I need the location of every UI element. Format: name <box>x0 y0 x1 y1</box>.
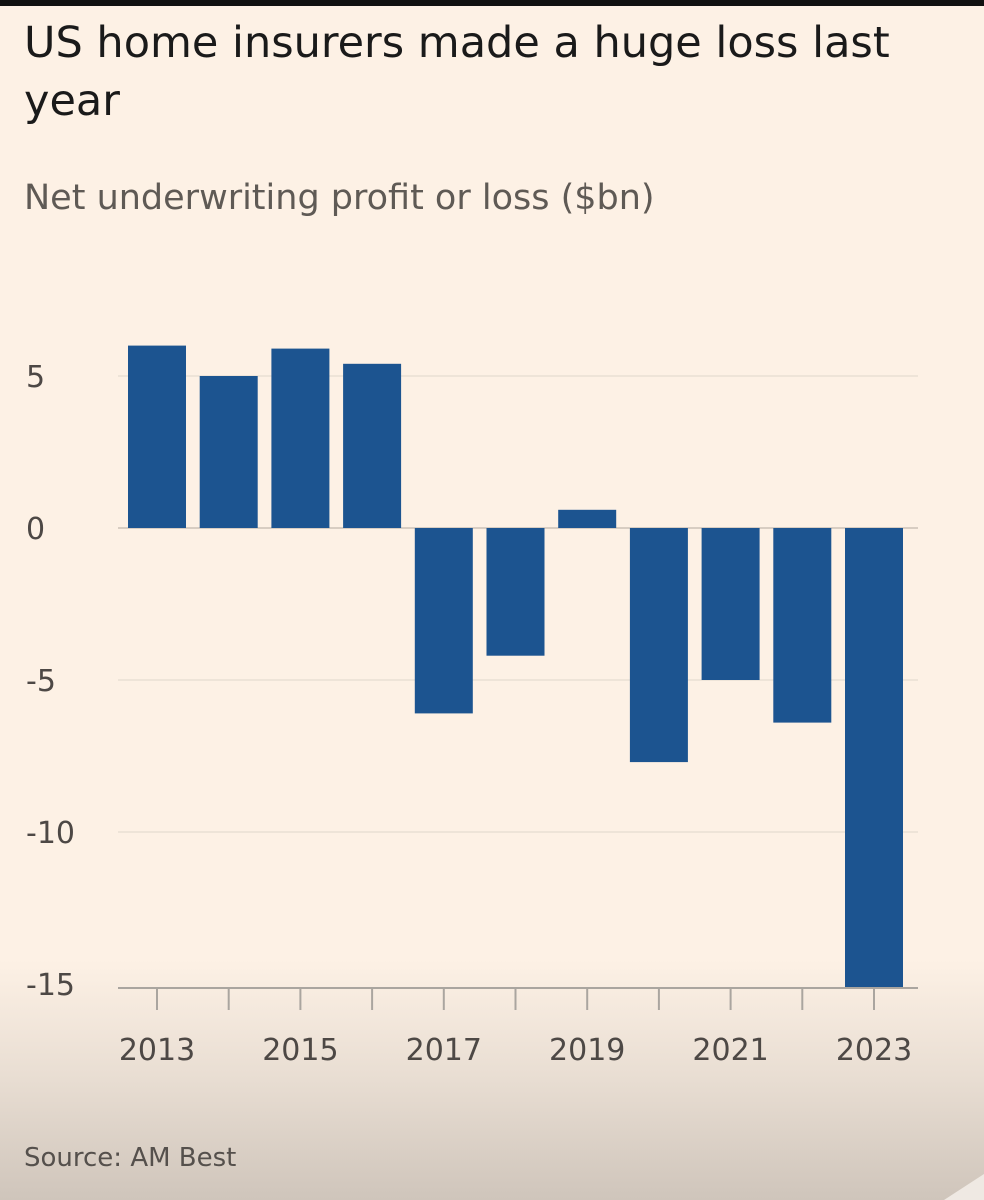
bar-2016 <box>343 363 402 528</box>
y-tick-label: -5 <box>26 664 56 699</box>
bar-2018 <box>486 528 545 656</box>
bar-2013 <box>128 345 186 528</box>
bar-2014 <box>199 376 258 528</box>
x-tick-label: 2015 <box>262 1033 338 1068</box>
chart-subtitle: Net underwriting profit or loss ($bn) <box>24 178 655 218</box>
y-tick-label: -15 <box>26 968 75 1003</box>
bar-2017 <box>414 528 473 714</box>
y-tick-label: 5 <box>26 360 45 395</box>
tick-labels: 5 0 -5 -10 -15 2013 2015 2017 2019 2021 2023 <box>26 360 912 1068</box>
corner-fold <box>944 1174 984 1200</box>
x-tick-label: 2019 <box>549 1033 625 1068</box>
x-tick-label: 2021 <box>692 1033 768 1068</box>
x-axis <box>118 987 918 1010</box>
x-tick-label: 2017 <box>406 1033 482 1068</box>
bar-2021 <box>701 528 760 680</box>
x-tick-label: 2023 <box>836 1033 912 1068</box>
bars <box>128 345 903 988</box>
chart-title: US home insurers made a huge loss last y… <box>24 18 890 126</box>
source-note: Source: AM Best <box>24 1143 237 1173</box>
top-rule <box>0 0 984 6</box>
bar-2020 <box>629 528 688 763</box>
bar-2023 <box>845 528 903 988</box>
bar-chart: 5 0 -5 -10 -15 2013 2015 2017 2019 2021 2023 <box>26 345 918 1068</box>
bar-2015 <box>271 348 330 528</box>
bar-2022 <box>773 528 832 723</box>
bar-2019 <box>558 509 617 528</box>
y-tick-label: 0 <box>26 512 45 547</box>
x-tick-label: 2013 <box>119 1033 195 1068</box>
y-tick-label: -10 <box>26 816 75 851</box>
